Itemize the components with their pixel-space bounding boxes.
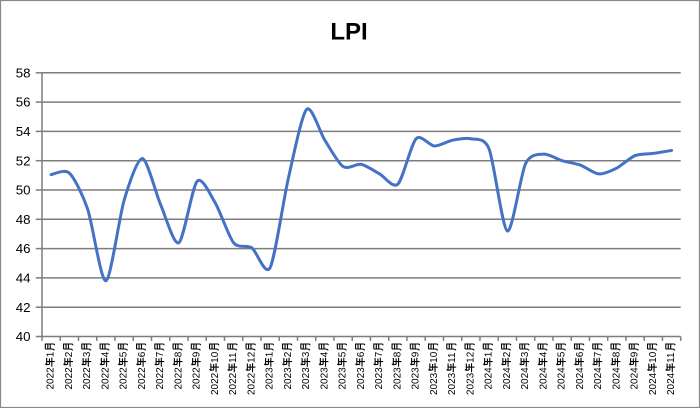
svg-text:LPI: LPI [330,19,367,46]
svg-text:7: 7 [593,351,604,357]
svg-text:2022: 2022 [82,367,93,390]
svg-text:10: 10 [648,351,659,363]
svg-text:1: 1 [46,351,57,357]
svg-text:2: 2 [64,351,75,357]
svg-text:9: 9 [192,351,203,357]
svg-text:52: 52 [16,153,31,168]
svg-text:7: 7 [374,351,385,357]
svg-text:2: 2 [283,351,294,357]
svg-text:1: 1 [484,351,495,357]
svg-text:2022: 2022 [155,367,166,390]
svg-text:2023: 2023 [374,367,385,390]
svg-text:44: 44 [16,271,31,286]
svg-text:10: 10 [429,351,440,363]
svg-text:2022: 2022 [119,367,130,390]
svg-text:2024: 2024 [557,367,568,390]
svg-text:2024: 2024 [648,372,659,395]
svg-text:8: 8 [611,351,622,357]
svg-text:2023: 2023 [301,367,312,390]
svg-text:8: 8 [173,351,184,357]
svg-text:2024: 2024 [593,367,604,390]
svg-text:4: 4 [100,351,111,357]
svg-text:2023: 2023 [319,367,330,390]
svg-text:2022: 2022 [210,372,221,395]
svg-text:11: 11 [447,352,458,363]
svg-text:1: 1 [265,351,276,357]
svg-text:3: 3 [82,351,93,357]
svg-text:12: 12 [465,351,476,363]
svg-text:4: 4 [538,351,549,357]
svg-text:3: 3 [520,351,531,357]
svg-text:2: 2 [502,351,513,357]
svg-text:12: 12 [246,351,257,363]
svg-text:10: 10 [210,351,221,363]
svg-text:2023: 2023 [283,367,294,390]
svg-text:2022: 2022 [228,372,239,395]
svg-text:11: 11 [228,352,239,363]
svg-text:2023: 2023 [465,372,476,395]
svg-text:2022: 2022 [246,372,257,395]
svg-text:11: 11 [666,352,677,363]
svg-text:2022: 2022 [46,367,57,390]
svg-text:9: 9 [630,351,641,357]
svg-text:6: 6 [356,351,367,357]
svg-text:2023: 2023 [429,372,440,395]
svg-text:2023: 2023 [338,367,349,390]
svg-text:2023: 2023 [447,372,458,395]
svg-text:2022: 2022 [173,367,184,390]
svg-text:5: 5 [119,351,130,357]
svg-text:3: 3 [301,351,312,357]
svg-text:2024: 2024 [611,367,622,390]
svg-text:8: 8 [392,351,403,357]
svg-text:2022: 2022 [137,367,148,390]
svg-text:7: 7 [155,351,166,357]
svg-text:9: 9 [411,351,422,357]
svg-text:5: 5 [338,351,349,357]
svg-text:2024: 2024 [502,367,513,390]
svg-text:2024: 2024 [484,367,495,390]
svg-text:2022: 2022 [100,367,111,390]
svg-text:2022: 2022 [64,367,75,390]
svg-text:46: 46 [16,241,31,256]
svg-text:6: 6 [137,351,148,357]
svg-text:56: 56 [16,95,31,110]
svg-text:54: 54 [16,124,31,139]
svg-text:2024: 2024 [575,367,586,390]
svg-text:2024: 2024 [538,367,549,390]
svg-text:2024: 2024 [666,372,677,395]
svg-text:50: 50 [16,183,31,198]
svg-text:2022: 2022 [192,367,203,390]
svg-text:4: 4 [319,351,330,357]
svg-text:5: 5 [557,351,568,357]
svg-text:58: 58 [16,65,31,80]
svg-text:2023: 2023 [356,367,367,390]
svg-text:2023: 2023 [265,367,276,390]
svg-text:2023: 2023 [392,367,403,390]
svg-text:48: 48 [16,212,31,227]
svg-text:40: 40 [16,329,31,344]
svg-text:2023: 2023 [411,367,422,390]
svg-text:2024: 2024 [520,367,531,390]
svg-text:6: 6 [575,351,586,357]
svg-text:2024: 2024 [630,367,641,390]
svg-text:42: 42 [16,300,31,315]
